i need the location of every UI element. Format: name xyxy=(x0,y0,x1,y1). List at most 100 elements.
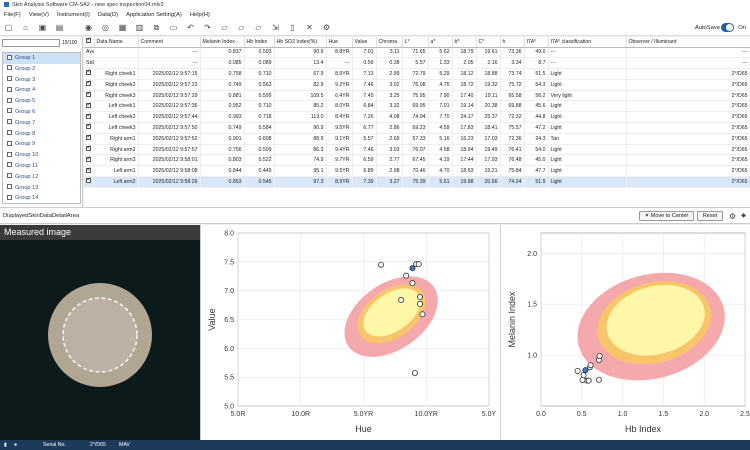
column-header[interactable]: Chroma xyxy=(376,37,403,48)
group-checkbox[interactable] xyxy=(7,140,12,146)
undo-icon[interactable]: ↶ xyxy=(187,23,194,32)
row-select-cell[interactable]: 4 xyxy=(84,100,95,113)
group-item[interactable]: Group 5 xyxy=(3,96,80,107)
row-checkbox[interactable] xyxy=(86,177,92,184)
report-icon[interactable]: ▯ xyxy=(290,23,295,32)
row-checkbox[interactable] xyxy=(86,112,92,119)
select-all-checkbox-header[interactable] xyxy=(84,37,95,48)
new-file-icon[interactable]: ▢ xyxy=(4,23,13,32)
menu-data[interactable]: Data(D) xyxy=(97,12,119,18)
row-select-cell[interactable]: 3 xyxy=(84,90,95,102)
row-checkbox[interactable] xyxy=(86,144,92,152)
move-to-center-button[interactable]: ✦ Move to Center xyxy=(639,211,694,221)
group-checkbox[interactable] xyxy=(7,54,12,60)
new-folder-icon[interactable]: ▱ xyxy=(221,23,228,32)
row-select-cell[interactable]: 10 xyxy=(84,165,95,178)
column-header[interactable]: h xyxy=(500,37,525,48)
menu-instrument[interactable]: Instrument(I) xyxy=(56,12,90,18)
row-select-cell[interactable]: 6 xyxy=(84,122,95,134)
group-checkbox[interactable] xyxy=(7,151,12,157)
group-search-input[interactable] xyxy=(2,39,60,47)
group-item[interactable]: Group 1 xyxy=(3,53,80,64)
group-item[interactable]: Group 9 xyxy=(3,139,80,150)
row-select-cell[interactable]: 1 xyxy=(84,68,95,80)
menu-application-setting[interactable]: Application Setting(A) xyxy=(126,12,182,18)
group-checkbox[interactable] xyxy=(7,184,12,190)
column-header[interactable]: a* xyxy=(428,37,453,48)
folder-icon[interactable]: ▱ xyxy=(238,23,245,32)
group-item[interactable]: Group 7 xyxy=(3,118,80,129)
save-as-icon[interactable]: ▤ xyxy=(55,23,64,32)
gear-icon[interactable]: ⚙ xyxy=(728,212,737,221)
column-header[interactable]: ITA° xyxy=(524,37,549,48)
group-checkbox[interactable] xyxy=(7,97,12,103)
column-header[interactable]: C* xyxy=(476,37,501,48)
column-header[interactable]: Data Name xyxy=(94,37,139,48)
group-checkbox[interactable] xyxy=(7,194,12,200)
open-folder-icon[interactable]: ⌂ xyxy=(23,23,28,32)
row-checkbox[interactable] xyxy=(86,155,92,162)
paste-icon[interactable]: ▭ xyxy=(169,23,178,32)
group-item[interactable]: Group 10 xyxy=(3,150,80,161)
group-item[interactable]: Group 12 xyxy=(3,172,80,183)
group-item[interactable]: Group 2 xyxy=(3,64,80,75)
menu-view[interactable]: View(V) xyxy=(28,12,49,18)
row-checkbox[interactable] xyxy=(86,101,92,108)
group-checkbox[interactable] xyxy=(7,173,12,179)
row-checkbox[interactable] xyxy=(86,123,92,130)
calibrate-icon[interactable]: ◎ xyxy=(102,23,109,32)
row-checkbox[interactable] xyxy=(86,133,92,141)
group-item[interactable]: Group 11 xyxy=(3,161,80,172)
select-all-checkbox[interactable] xyxy=(86,37,92,44)
column-header[interactable]: Hue xyxy=(326,37,353,48)
group-checkbox[interactable] xyxy=(7,86,12,92)
row-select-cell[interactable]: 8 xyxy=(84,144,95,156)
group-item[interactable]: Group 14 xyxy=(3,193,80,203)
table-icon[interactable]: ▦ xyxy=(118,23,127,32)
group-item[interactable]: Group 4 xyxy=(3,85,80,96)
row-select-cell[interactable]: 2 xyxy=(84,79,95,91)
row-checkbox[interactable] xyxy=(86,90,92,98)
export-icon[interactable]: ⇲ xyxy=(272,23,279,32)
group-item[interactable]: Group 8 xyxy=(3,129,80,140)
column-header[interactable]: Hb SO2 Index(%) xyxy=(274,37,327,48)
group-checkbox[interactable] xyxy=(7,119,12,125)
reset-button[interactable]: Reset xyxy=(697,211,723,221)
group-item[interactable]: Group 6 xyxy=(3,107,80,118)
column-header[interactable]: ITA° classification xyxy=(548,37,627,48)
move-folder-icon[interactable]: ▱ xyxy=(255,23,262,32)
column-header[interactable]: Hb Index xyxy=(244,37,275,48)
redo-icon[interactable]: ↷ xyxy=(204,23,211,32)
settings-icon[interactable]: ⚙ xyxy=(322,23,331,32)
menu-help[interactable]: Help(H) xyxy=(189,12,210,18)
row-select-cell[interactable]: 9 xyxy=(84,154,95,167)
group-checkbox[interactable] xyxy=(7,130,12,136)
column-header[interactable]: Observer / Illuminant xyxy=(626,37,750,48)
row-checkbox[interactable] xyxy=(86,166,92,173)
row-checkbox[interactable] xyxy=(86,79,92,87)
group-checkbox[interactable] xyxy=(7,76,12,82)
group-item[interactable]: Group 13 xyxy=(3,183,80,194)
menu-file[interactable]: File(F) xyxy=(4,12,21,18)
group-checkbox[interactable] xyxy=(7,65,12,71)
row-select-cell[interactable]: 5 xyxy=(84,111,95,124)
autosave-toggle[interactable] xyxy=(721,23,734,32)
copy-icon[interactable]: ⧉ xyxy=(153,23,160,32)
group-item[interactable]: Group 3 xyxy=(3,75,80,86)
grid-icon[interactable]: ▥ xyxy=(135,23,144,32)
measure-icon[interactable]: ◉ xyxy=(85,23,92,32)
column-header[interactable]: L* xyxy=(402,37,429,48)
save-icon[interactable]: ▣ xyxy=(38,23,47,32)
delete-icon[interactable]: ✕ xyxy=(306,23,313,32)
